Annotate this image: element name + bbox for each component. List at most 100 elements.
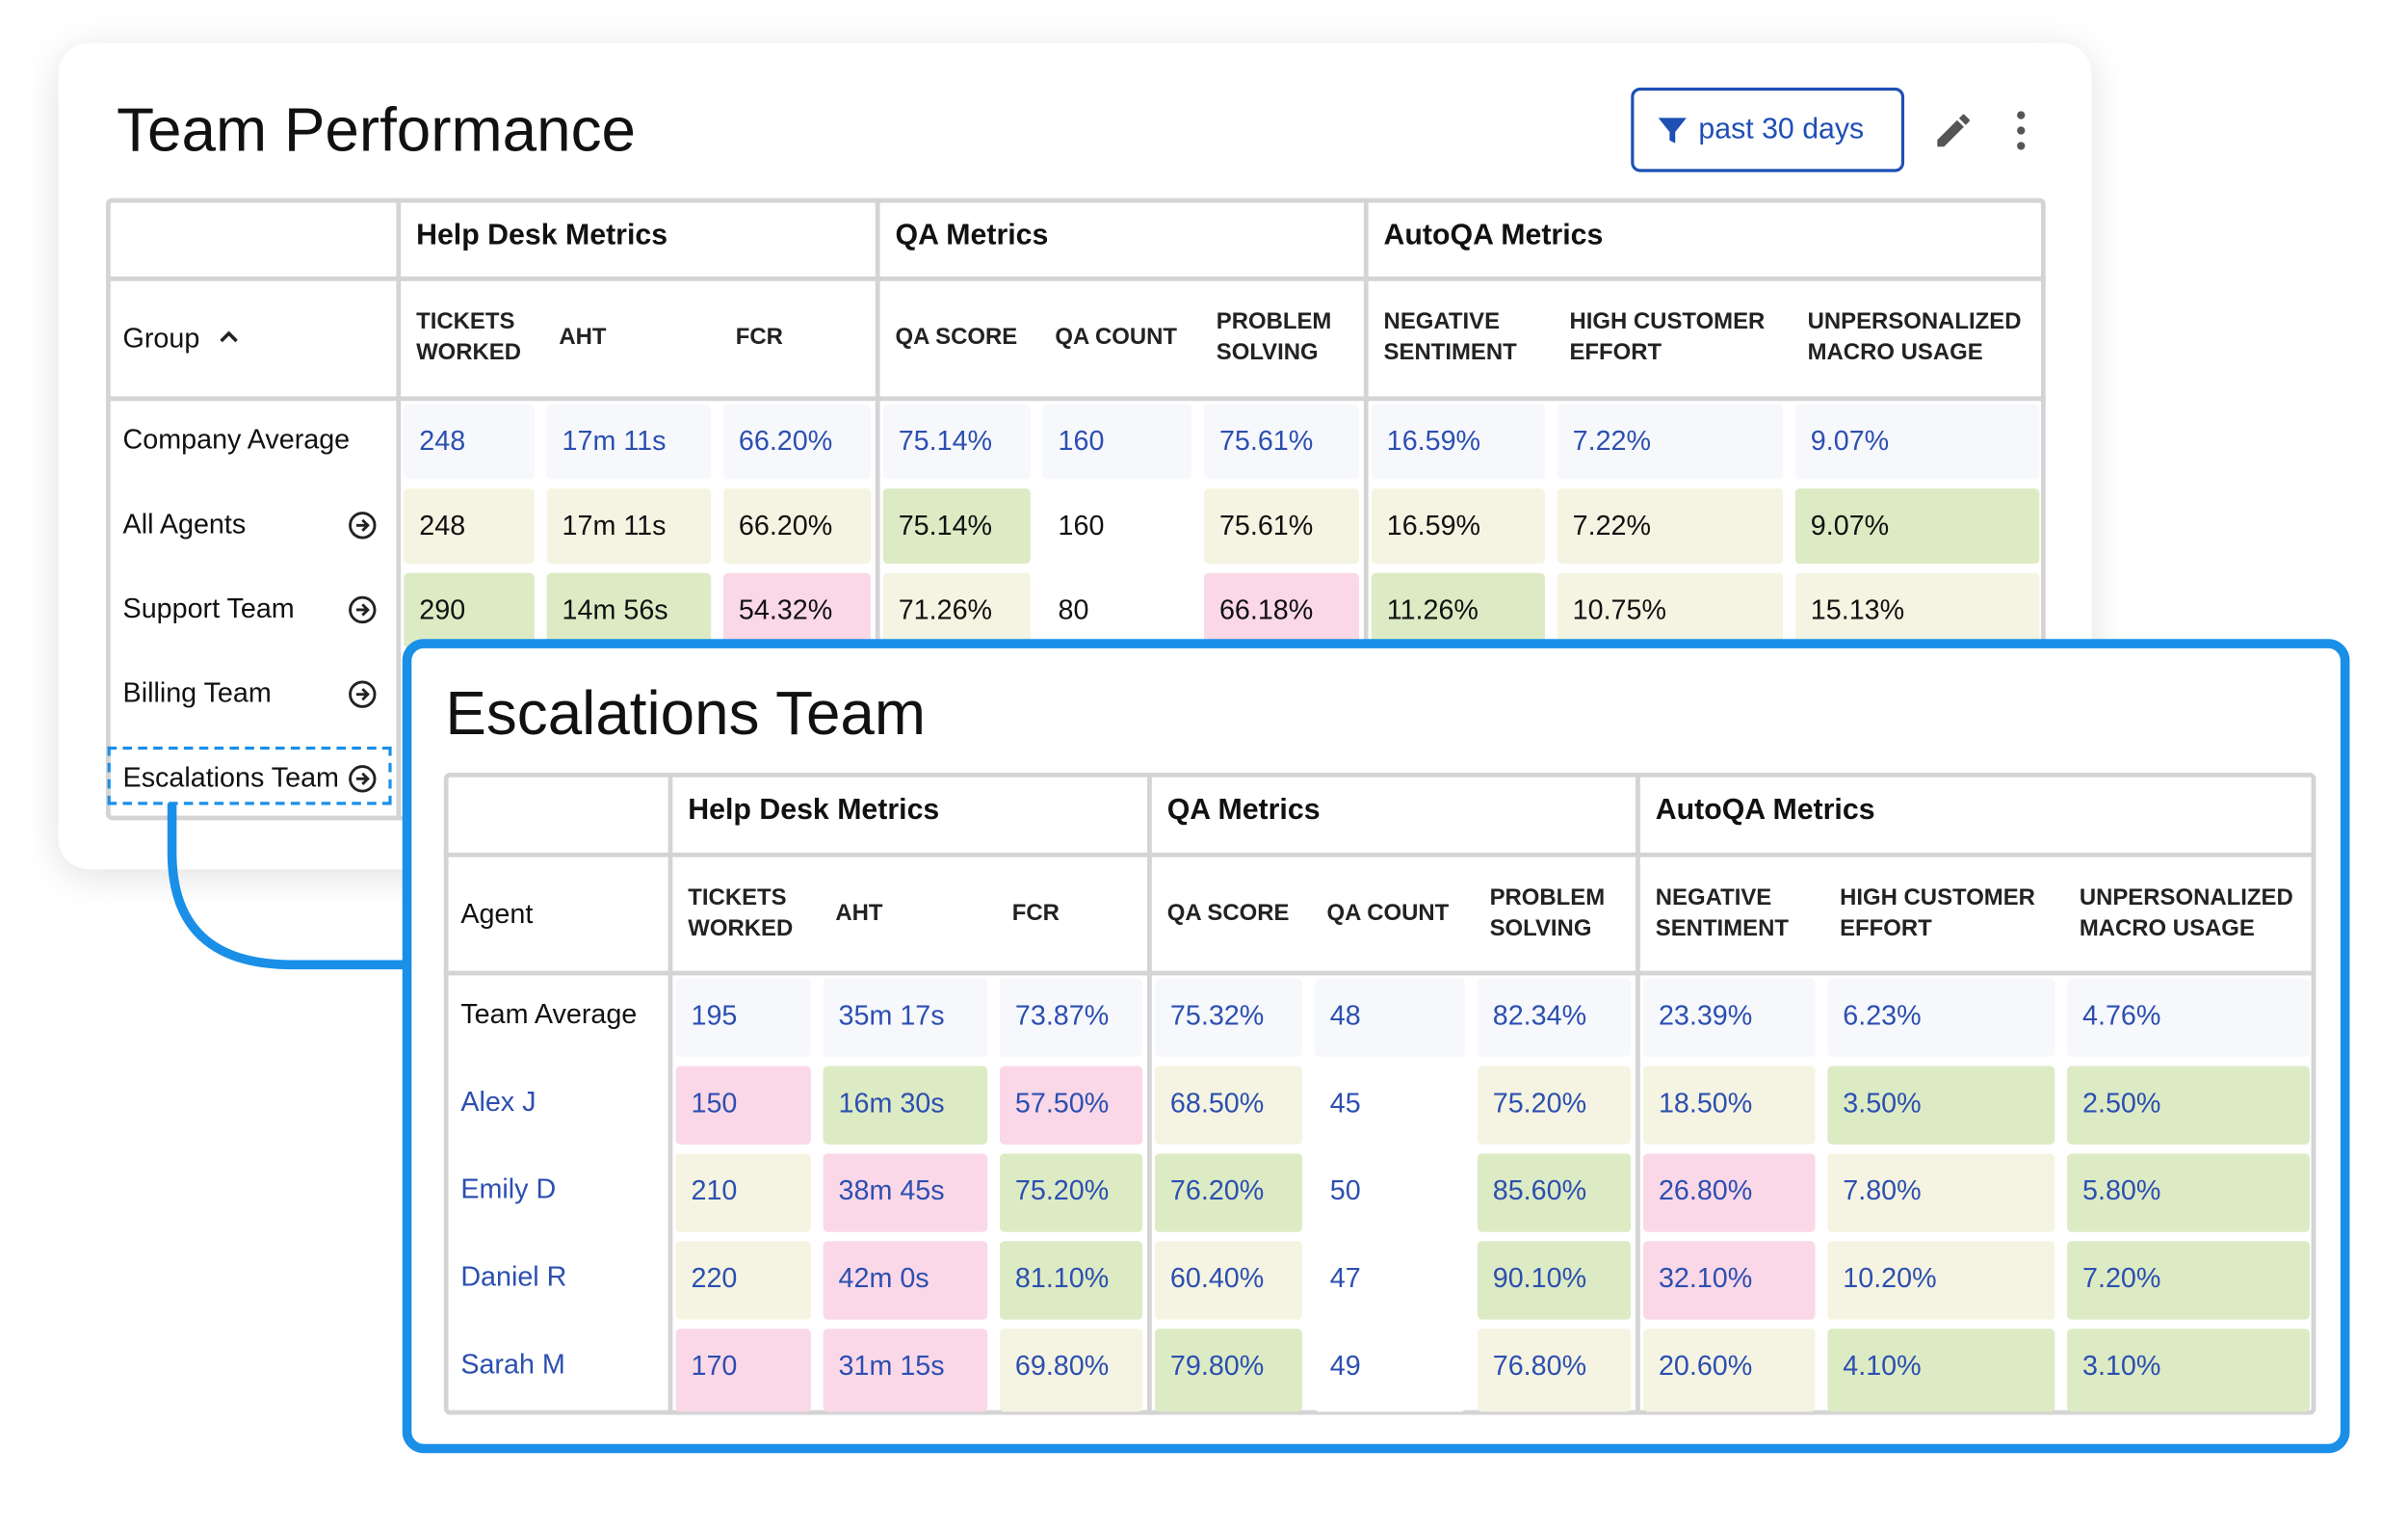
metric-cell: [823, 1241, 988, 1320]
metric-cell: [2067, 1066, 2310, 1145]
row-label[interactable]: Sarah M: [460, 1348, 565, 1380]
row-label[interactable]: Daniel R: [460, 1261, 567, 1292]
metric-cell: [675, 1153, 811, 1232]
metric-cell: [2067, 1329, 2310, 1412]
metric-cell: [1204, 404, 1360, 480]
metric-cell: [1371, 572, 1545, 648]
metric-value: 160: [1058, 425, 1105, 457]
metric-value: 6.23%: [1843, 999, 1922, 1031]
group-header: Help Desk Metrics: [416, 219, 668, 252]
column-divider: [667, 772, 672, 1415]
metric-cell: [1827, 978, 2055, 1057]
metric-cell: [546, 404, 712, 480]
column-header: QA COUNT: [1326, 899, 1450, 926]
filter-icon: [1658, 118, 1687, 144]
metric-value: 75.14%: [898, 425, 993, 457]
metric-cell: [999, 1241, 1143, 1320]
metric-cell: [404, 572, 535, 648]
column-header: HIGH CUSTOMER EFFORT: [1840, 883, 2035, 941]
row-link-icon[interactable]: [347, 763, 378, 794]
metric-value: 47: [1329, 1262, 1361, 1294]
metric-value: 75.32%: [1169, 999, 1265, 1031]
row-label[interactable]: Emily D: [460, 1173, 557, 1205]
metric-cell: [1042, 572, 1192, 648]
first-column-header: Group: [122, 322, 200, 354]
metric-value: 7.22%: [1572, 510, 1652, 541]
metric-value: 75.61%: [1218, 510, 1314, 541]
row-link-icon[interactable]: [347, 510, 378, 540]
column-divider: [396, 198, 401, 821]
metric-cell: [999, 1153, 1143, 1232]
more-menu-icon[interactable]: [2013, 109, 2028, 152]
metric-cell: [722, 404, 872, 480]
metric-value: 4.76%: [2082, 999, 2161, 1031]
metric-value: 18.50%: [1658, 1087, 1753, 1119]
column-header: PROBLEM SOLVING: [1216, 308, 1332, 366]
metric-cell: [1557, 404, 1784, 480]
metric-cell: [1204, 572, 1360, 648]
metric-cell: [1643, 1329, 1816, 1412]
metric-cell: [722, 488, 872, 565]
metric-value: 15.13%: [1810, 594, 1905, 625]
metric-cell: [999, 1329, 1143, 1412]
metric-value: 7.20%: [2082, 1262, 2161, 1294]
metric-value: 23.39%: [1658, 999, 1753, 1031]
row-link-icon[interactable]: [347, 679, 378, 710]
metric-cell: [882, 404, 1031, 480]
metric-value: 4.10%: [1843, 1350, 1922, 1382]
metric-cell: [2067, 1153, 2310, 1232]
metric-value: 248: [419, 510, 466, 541]
metric-cell: [1314, 1066, 1466, 1145]
metric-value: 9.07%: [1810, 510, 1890, 541]
metric-value: 170: [691, 1350, 738, 1382]
sort-icon[interactable]: [217, 324, 242, 349]
metric-cell: [1643, 1066, 1816, 1145]
metric-cell: [1154, 1329, 1303, 1412]
filter-button[interactable]: past 30 days: [1631, 87, 1905, 172]
metric-value: 45: [1329, 1087, 1361, 1119]
metric-value: 75.20%: [1492, 1087, 1587, 1119]
metric-cell: [999, 978, 1143, 1057]
row-label: All Agents: [122, 508, 247, 540]
metric-value: 17m 11s: [562, 510, 667, 541]
metric-cell: [722, 572, 872, 648]
row-link-icon[interactable]: [347, 594, 378, 625]
column-header: NEGATIVE SENTIMENT: [1655, 883, 1789, 941]
metric-value: 290: [419, 594, 466, 625]
metric-value: 10.75%: [1572, 594, 1667, 625]
row-label[interactable]: Alex J: [460, 1086, 537, 1118]
metric-value: 150: [691, 1087, 738, 1119]
metric-value: 90.10%: [1492, 1262, 1587, 1294]
edit-icon[interactable]: [1932, 109, 1976, 152]
column-header: TICKETS WORKED: [688, 883, 794, 941]
row-label: Support Team: [122, 593, 295, 624]
metric-value: 66.18%: [1218, 594, 1314, 625]
metric-cell: [675, 978, 811, 1057]
row-label: Team Average: [460, 998, 638, 1030]
metric-cell: [1827, 1329, 2055, 1412]
metric-value: 66.20%: [738, 510, 833, 541]
column-header: AHT: [835, 899, 883, 926]
metric-value: 35m 17s: [838, 999, 945, 1031]
row-divider: [443, 852, 2316, 857]
metric-value: 50: [1329, 1174, 1361, 1206]
column-header: QA SCORE: [1166, 899, 1290, 926]
metric-cell: [1827, 1153, 2055, 1232]
column-header: NEGATIVE SENTIMENT: [1383, 308, 1517, 366]
metric-value: 75.20%: [1014, 1174, 1110, 1206]
row-divider: [443, 970, 2316, 975]
metric-value: 69.80%: [1014, 1350, 1110, 1382]
connector: [167, 803, 407, 970]
metric-cell: [1314, 978, 1466, 1057]
metric-value: 57.50%: [1014, 1087, 1110, 1119]
metric-value: 48: [1329, 999, 1361, 1031]
metric-cell: [1643, 1241, 1816, 1320]
group-header: AutoQA Metrics: [1655, 794, 1875, 827]
metric-value: 16.59%: [1386, 510, 1481, 541]
metric-cell: [1154, 1241, 1303, 1320]
metric-value: 9.07%: [1810, 425, 1890, 457]
metric-cell: [823, 1153, 988, 1232]
metric-cell: [1154, 978, 1303, 1057]
metric-cell: [1154, 1066, 1303, 1145]
